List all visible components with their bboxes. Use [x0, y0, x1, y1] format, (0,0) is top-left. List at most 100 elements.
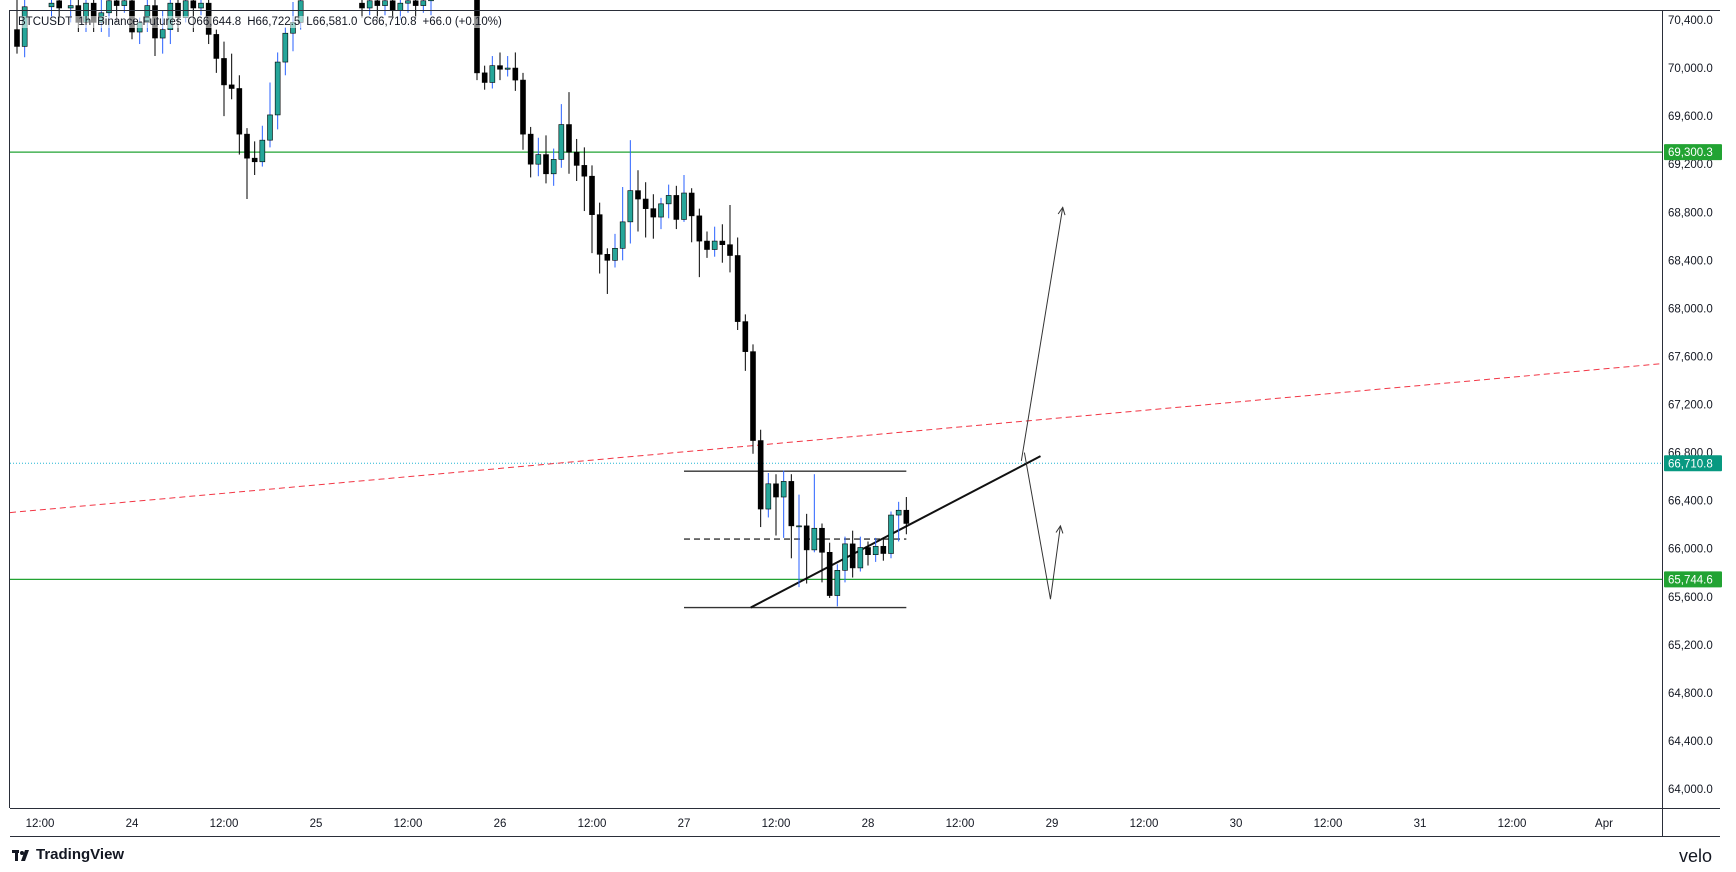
candle	[535, 137, 542, 177]
candle	[589, 165, 595, 254]
candle	[627, 140, 634, 244]
y-tick-label: 66,000.0	[1668, 544, 1713, 556]
candle	[481, 65, 488, 90]
candle	[489, 56, 496, 89]
candle-body	[865, 547, 871, 555]
candle	[366, 0, 373, 16]
candle	[558, 104, 565, 168]
candle	[512, 52, 519, 91]
candle-body	[159, 29, 166, 39]
candle	[14, 0, 20, 54]
exchange-label: Binance-Futures	[97, 16, 182, 28]
candle-body	[190, 0, 197, 9]
tradingview-wordmark: TradingView	[36, 846, 125, 863]
candle-body	[895, 509, 902, 516]
candle	[604, 248, 611, 294]
candle-body	[811, 527, 818, 551]
y-tick-label: 67,600.0	[1668, 351, 1713, 363]
candle-body	[420, 0, 427, 6]
candle	[642, 182, 649, 238]
candle-body	[481, 72, 488, 83]
x-tick-label: 29	[1046, 818, 1059, 830]
candle-body	[236, 88, 243, 135]
candle-body	[826, 551, 833, 596]
price-tag-label: 65,744.6	[1668, 574, 1713, 586]
candle-body	[213, 34, 220, 59]
candle	[750, 344, 756, 454]
candle-body	[282, 32, 289, 63]
y-tick-label: 70,400.0	[1668, 15, 1713, 27]
candle	[428, 0, 434, 16]
candle	[673, 185, 680, 230]
candle-body	[872, 545, 879, 555]
candle	[658, 197, 664, 230]
candle-body	[627, 190, 634, 223]
candle	[359, 0, 365, 18]
x-tick-label: 28	[862, 818, 875, 830]
candle-body	[788, 481, 795, 527]
candle-body	[704, 240, 710, 250]
candle	[228, 53, 235, 100]
symbol-info-bar: BTCUSDT 1h Binance-Futures O66,644.8 H66…	[18, 16, 502, 28]
candle-body	[734, 255, 741, 322]
candle	[903, 497, 910, 535]
tradingview-brand[interactable]: TradingView	[12, 846, 124, 863]
change-value: +66.0 (+0.10%)	[422, 16, 502, 28]
x-tick-label: Apr	[1595, 818, 1613, 830]
candle-body	[543, 154, 549, 175]
x-tick-label: 12:00	[210, 818, 239, 830]
x-tick-label: 12:00	[394, 818, 423, 830]
candle	[374, 0, 381, 20]
candle	[48, 0, 55, 18]
velo-brand: velo	[1678, 846, 1712, 866]
arrow-head-icon	[1055, 524, 1064, 534]
x-tick-label: 25	[310, 818, 323, 830]
candle-body	[474, 0, 480, 74]
candle	[581, 147, 588, 212]
candle	[742, 314, 749, 371]
candle-body	[742, 321, 749, 352]
y-tick-label: 68,400.0	[1668, 255, 1713, 267]
candle-body	[857, 547, 864, 569]
candles-layer	[14, 0, 910, 607]
candle-body	[489, 65, 496, 83]
candle	[121, 0, 128, 13]
candle	[696, 208, 703, 278]
candle	[236, 75, 243, 155]
candle-body	[535, 154, 542, 165]
candle	[842, 536, 848, 583]
interval-label[interactable]: 1h	[78, 16, 92, 28]
candle-body	[880, 545, 887, 554]
candle-body	[819, 527, 825, 553]
x-tick-label: 24	[126, 818, 139, 830]
candle	[681, 175, 687, 222]
candle	[221, 41, 227, 117]
projection-arrow[interactable]	[1020, 207, 1064, 462]
candle-body	[727, 244, 733, 256]
candle	[412, 0, 419, 18]
red-trend-line[interactable]	[9, 363, 1663, 514]
x-tick-label: 12:00	[1498, 818, 1527, 830]
candle-body	[757, 440, 764, 510]
x-tick-label: 26	[494, 818, 507, 830]
candle-body	[520, 79, 526, 135]
candle-body	[719, 240, 726, 245]
x-tick-label: 12:00	[1314, 818, 1343, 830]
projection-arrow[interactable]	[1023, 452, 1061, 600]
candle-body	[803, 525, 810, 551]
candle-body	[573, 151, 580, 166]
symbol-label[interactable]: BTCUSDT	[18, 16, 73, 28]
x-tick-label: 27	[678, 818, 691, 830]
price-tag-label: 66,710.8	[1668, 458, 1713, 470]
candle-body	[412, 0, 419, 6]
candle-body	[359, 2, 365, 9]
candle	[872, 537, 879, 562]
candle-body	[366, 0, 373, 9]
candle-body	[849, 543, 856, 569]
annotation-layer[interactable]	[1020, 206, 1066, 600]
candle-body	[780, 481, 787, 498]
candle	[596, 202, 603, 274]
candle	[543, 135, 549, 184]
